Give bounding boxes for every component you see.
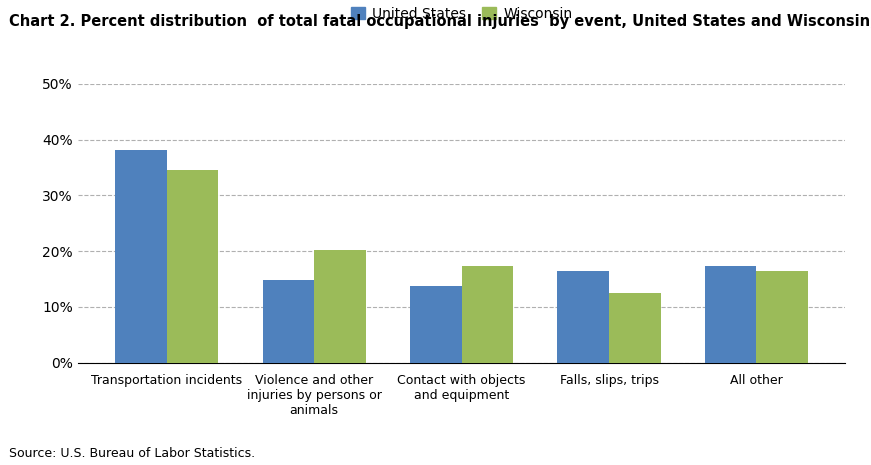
- Bar: [756, 271, 808, 363]
- Bar: [314, 250, 366, 363]
- Bar: [609, 293, 660, 363]
- Text: Chart 2. Percent distribution  of total fatal occupational injuries  by event, U: Chart 2. Percent distribution of total f…: [9, 14, 871, 29]
- Bar: [557, 271, 609, 363]
- Bar: [263, 279, 314, 363]
- Bar: [705, 266, 756, 363]
- Bar: [462, 266, 513, 363]
- Legend: United States, Wisconsin: United States, Wisconsin: [345, 1, 578, 27]
- Text: Source: U.S. Bureau of Labor Statistics.: Source: U.S. Bureau of Labor Statistics.: [9, 447, 255, 460]
- Bar: [167, 170, 219, 363]
- Bar: [410, 286, 462, 363]
- Bar: [115, 150, 167, 363]
